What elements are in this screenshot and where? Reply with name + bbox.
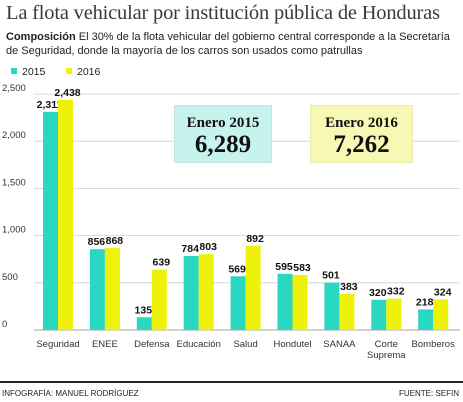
bar — [230, 276, 246, 330]
bar — [324, 282, 340, 330]
data-label: 595 — [275, 261, 293, 273]
subtitle-lead: Composición — [6, 31, 76, 43]
highlight-value-2015: 6,289 — [194, 131, 252, 158]
data-label: 868 — [106, 235, 124, 247]
bar — [43, 111, 58, 330]
x-tick-label: Suprema — [367, 350, 406, 361]
x-tick-label: Bomberos — [412, 339, 456, 350]
x-tick-label: Hondutel — [273, 339, 311, 350]
data-label: 639 — [153, 257, 171, 269]
bar — [151, 269, 167, 330]
bar — [58, 99, 73, 330]
data-label: 583 — [293, 262, 311, 274]
bar — [339, 293, 355, 330]
y-tick-label: 1,000 — [2, 225, 26, 236]
chart-subtitle: Composición El 30% de la flota vehicular… — [6, 30, 458, 58]
highlight-label-2015: Enero 2015 — [186, 115, 260, 131]
x-tick-label: Seguridad — [36, 339, 79, 350]
y-tick-label: 1,500 — [2, 177, 26, 188]
y-tick-label: 2,000 — [2, 130, 26, 141]
x-tick-label: Defensa — [134, 339, 170, 350]
legend-item-2016: 2016 — [66, 66, 100, 78]
source-text: FUENTE: SEFIN — [398, 389, 459, 398]
data-label: 320 — [369, 287, 387, 299]
bar — [183, 255, 199, 330]
data-label: 569 — [228, 263, 246, 275]
data-label: 803 — [199, 241, 217, 253]
bar — [292, 274, 308, 330]
y-tick-label: 2,500 — [2, 83, 26, 94]
data-label: 383 — [340, 281, 358, 293]
highlight-box-2016: Enero 2016 7,262 — [310, 105, 413, 163]
bar — [371, 299, 387, 330]
data-label: 218 — [416, 296, 434, 308]
data-label: 501 — [322, 270, 340, 282]
highlight-label-2016: Enero 2016 — [325, 115, 398, 131]
data-label: 324 — [434, 286, 452, 298]
chart-title: La flota vehicular por institución públi… — [6, 2, 440, 24]
x-tick-label: ENEE — [92, 339, 118, 350]
bar — [198, 254, 214, 330]
legend-swatch-2016 — [66, 68, 72, 74]
data-label: 856 — [88, 236, 106, 248]
x-tick-label: Corte — [375, 339, 398, 350]
legend-label-2016: 2016 — [77, 66, 101, 78]
bar — [277, 273, 293, 330]
legend-label-2015: 2015 — [22, 66, 46, 78]
bar — [136, 317, 152, 330]
data-label: 2,311 — [37, 99, 63, 111]
data-label: 784 — [181, 243, 199, 255]
legend-swatch-2015 — [11, 68, 17, 74]
footer: INFOGRAFÍA: MANUEL RODRÍGUEZ FUENTE: SEF… — [0, 381, 463, 402]
highlight-value-2016: 7,262 — [333, 131, 390, 158]
highlight-box-2015: Enero 2015 6,289 — [174, 105, 272, 163]
x-tick-label: Salud — [233, 339, 257, 350]
x-tick-label: Educación — [177, 339, 221, 350]
y-tick-label: 0 — [2, 319, 7, 330]
data-label: 892 — [246, 233, 264, 245]
y-tick-label: 500 — [2, 272, 18, 283]
x-tick-label: SANAA — [323, 339, 356, 350]
bar — [386, 298, 402, 330]
legend-item-2015: 2015 — [11, 66, 45, 78]
bar — [433, 299, 449, 330]
credit-text: INFOGRAFÍA: MANUEL RODRÍGUEZ — [2, 389, 139, 398]
bar — [89, 249, 105, 330]
bar — [245, 245, 261, 330]
data-label: 135 — [135, 304, 153, 316]
data-label: 332 — [387, 286, 405, 298]
bar — [104, 248, 120, 330]
subtitle-text: El 30% de la flota vehicular del gobiern… — [6, 31, 450, 57]
bar — [418, 309, 434, 330]
data-label: 2,438 — [54, 87, 80, 99]
